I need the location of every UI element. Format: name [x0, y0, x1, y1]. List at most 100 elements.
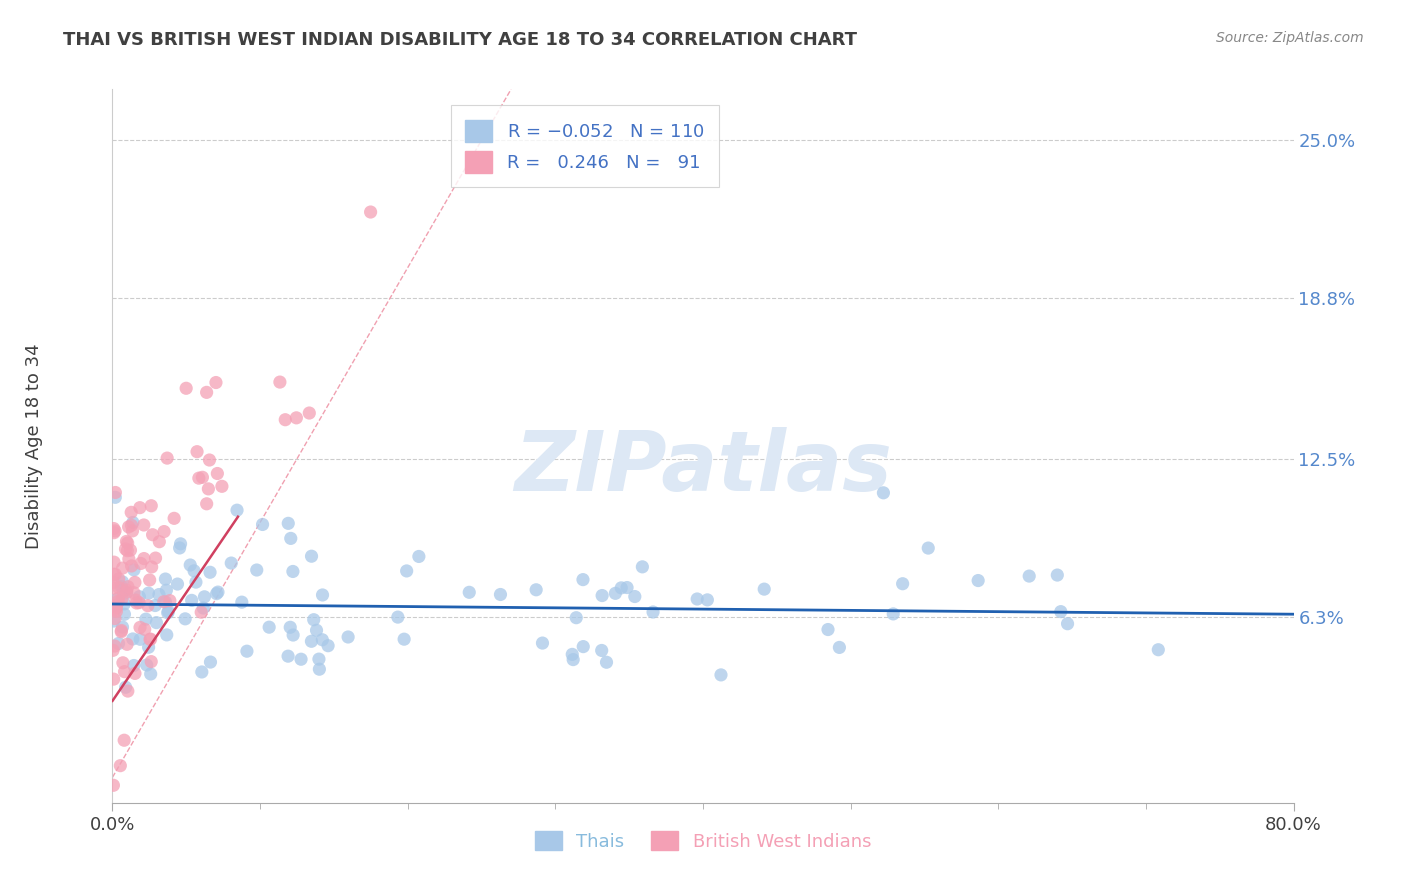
- Point: [104, 485, 127, 500]
- Point: [136, 599, 159, 613]
- Point: [120, 505, 142, 519]
- Point: [195, 497, 218, 511]
- Point: [186, 444, 208, 458]
- Point: [817, 623, 839, 637]
- Point: [121, 558, 143, 573]
- Point: [274, 413, 297, 427]
- Point: [153, 524, 176, 539]
- Point: [111, 656, 134, 670]
- Point: [129, 632, 152, 647]
- Point: [105, 604, 128, 618]
- Point: [135, 658, 157, 673]
- Point: [134, 623, 156, 637]
- Point: [135, 612, 157, 626]
- Point: [120, 518, 142, 533]
- Point: [107, 594, 129, 608]
- Point: [219, 556, 242, 570]
- Point: [191, 470, 214, 484]
- Point: [103, 599, 125, 613]
- Point: [145, 615, 167, 630]
- Point: [145, 551, 167, 566]
- Point: [278, 620, 301, 634]
- Point: [111, 591, 134, 606]
- Point: [193, 590, 215, 604]
- Point: [236, 644, 259, 658]
- Point: [112, 584, 135, 599]
- Point: [174, 381, 197, 395]
- Point: [111, 620, 134, 634]
- Legend: Thais, British West Indians: Thais, British West Indians: [527, 824, 879, 858]
- Point: [125, 596, 148, 610]
- Point: [882, 607, 904, 621]
- Point: [360, 205, 382, 219]
- Point: [110, 580, 132, 594]
- Point: [132, 518, 155, 533]
- Point: [103, 555, 125, 569]
- Point: [198, 453, 221, 467]
- Point: [117, 684, 139, 698]
- Point: [641, 605, 664, 619]
- Text: ZIPatlas: ZIPatlas: [515, 427, 891, 508]
- Point: [110, 758, 132, 772]
- Point: [104, 491, 127, 505]
- Point: [696, 593, 718, 607]
- Point: [104, 602, 127, 616]
- Point: [387, 610, 409, 624]
- Point: [129, 620, 152, 634]
- Point: [299, 634, 322, 648]
- Point: [572, 640, 595, 654]
- Point: [105, 599, 128, 613]
- Point: [148, 588, 170, 602]
- Point: [828, 640, 851, 655]
- Point: [281, 628, 304, 642]
- Point: [124, 666, 146, 681]
- Point: [115, 586, 138, 600]
- Point: [156, 606, 179, 620]
- Point: [616, 581, 638, 595]
- Point: [103, 522, 125, 536]
- Point: [305, 624, 328, 638]
- Point: [197, 482, 219, 496]
- Point: [115, 637, 138, 651]
- Point: [107, 636, 129, 650]
- Point: [302, 613, 325, 627]
- Point: [1046, 568, 1069, 582]
- Point: [562, 652, 585, 666]
- Point: [624, 590, 647, 604]
- Point: [193, 601, 215, 615]
- Point: [128, 596, 150, 610]
- Point: [277, 516, 299, 531]
- Point: [139, 667, 162, 681]
- Point: [107, 581, 129, 595]
- Point: [1147, 642, 1170, 657]
- Point: [114, 665, 136, 679]
- Point: [200, 655, 222, 669]
- Point: [311, 632, 333, 647]
- Point: [591, 589, 613, 603]
- Point: [117, 520, 139, 534]
- Point: [104, 639, 127, 653]
- Point: [103, 575, 125, 590]
- Point: [159, 593, 181, 607]
- Text: Source: ZipAtlas.com: Source: ZipAtlas.com: [1216, 31, 1364, 45]
- Point: [138, 640, 160, 655]
- Point: [277, 649, 299, 664]
- Point: [143, 599, 166, 613]
- Point: [103, 778, 125, 792]
- Point: [105, 592, 128, 607]
- Point: [157, 605, 180, 619]
- Point: [104, 567, 127, 582]
- Point: [155, 595, 177, 609]
- Point: [190, 605, 212, 619]
- Point: [395, 564, 418, 578]
- Point: [337, 630, 360, 644]
- Point: [308, 662, 330, 676]
- Point: [686, 592, 709, 607]
- Point: [115, 534, 138, 549]
- Point: [1018, 569, 1040, 583]
- Point: [285, 410, 308, 425]
- Point: [163, 511, 186, 525]
- Point: [392, 632, 415, 647]
- Point: [561, 648, 583, 662]
- Point: [205, 587, 228, 601]
